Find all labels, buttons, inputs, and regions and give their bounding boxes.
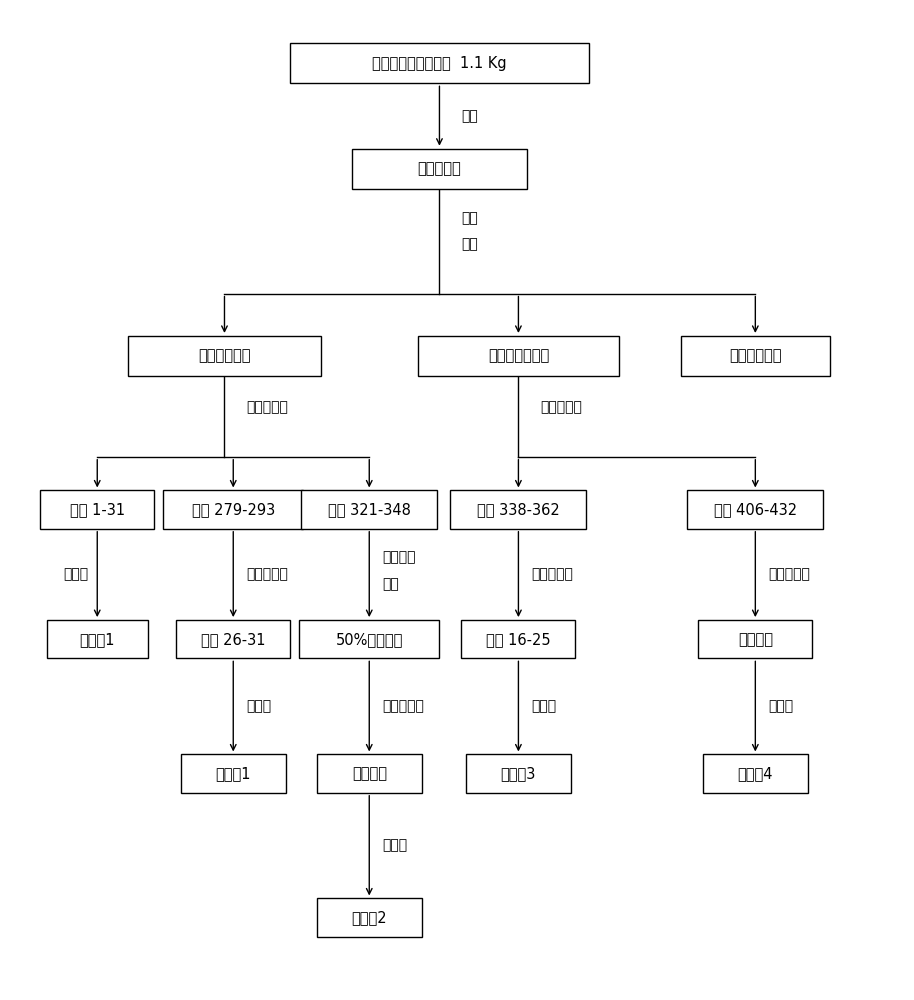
Text: 流分 338-362: 流分 338-362 [477, 502, 559, 517]
Text: 重结晶: 重结晶 [63, 567, 89, 581]
Text: 确胶柱层析: 确胶柱层析 [532, 567, 573, 581]
FancyBboxPatch shape [302, 490, 437, 529]
FancyBboxPatch shape [681, 336, 830, 376]
Text: 流分 1-31: 流分 1-31 [69, 502, 125, 517]
Text: 确胶柱层析: 确胶柱层析 [247, 567, 288, 581]
Text: 确胶柱层析: 确胶柱层析 [382, 699, 424, 713]
Text: 流分 279-293: 流分 279-293 [192, 502, 275, 517]
FancyBboxPatch shape [181, 754, 286, 793]
Text: 确胶柱层析: 确胶柱层析 [540, 400, 582, 414]
FancyBboxPatch shape [451, 490, 587, 529]
FancyBboxPatch shape [299, 620, 440, 658]
Text: 重结晶: 重结晶 [532, 699, 557, 713]
Text: 混合由1: 混合由1 [80, 632, 115, 647]
Text: 重结晶: 重结晶 [769, 699, 793, 713]
FancyBboxPatch shape [462, 620, 576, 658]
FancyBboxPatch shape [418, 336, 620, 376]
Text: 萸取: 萸取 [462, 238, 478, 252]
Text: 流分 406-432: 流分 406-432 [714, 502, 797, 517]
Text: 分散: 分散 [462, 211, 478, 225]
Text: 流分 321-348: 流分 321-348 [328, 502, 410, 517]
Text: 白色固体: 白色固体 [352, 766, 387, 781]
Text: 重结晶: 重结晶 [247, 699, 271, 713]
Text: 确胶柱层析: 确胶柱层析 [769, 567, 811, 581]
Text: 化合由1: 化合由1 [216, 766, 251, 781]
FancyBboxPatch shape [291, 43, 589, 83]
FancyBboxPatch shape [176, 620, 291, 658]
Text: 重结晶: 重结晶 [382, 839, 408, 853]
Text: 正丁醇提取物: 正丁醇提取物 [729, 349, 781, 363]
Text: 流分 26-31: 流分 26-31 [201, 632, 265, 647]
Text: 乙酸乙酯提取物: 乙酸乙酯提取物 [488, 349, 549, 363]
Text: 50%乙醇流分: 50%乙醇流分 [335, 632, 403, 647]
Text: 石油醚提取物: 石油醚提取物 [198, 349, 250, 363]
Text: 蒙药达乌里芋芭根部  1.1 Kg: 蒙药达乌里芋芭根部 1.1 Kg [372, 56, 506, 71]
Text: 化合由3: 化合由3 [501, 766, 537, 781]
FancyBboxPatch shape [40, 490, 154, 529]
FancyBboxPatch shape [698, 620, 813, 658]
FancyBboxPatch shape [47, 620, 148, 658]
Text: 层析: 层析 [382, 577, 399, 591]
Text: 聚酯胺柱: 聚酯胺柱 [382, 550, 416, 564]
FancyBboxPatch shape [687, 490, 824, 529]
FancyBboxPatch shape [352, 149, 527, 189]
FancyBboxPatch shape [703, 754, 808, 793]
FancyBboxPatch shape [128, 336, 321, 376]
FancyBboxPatch shape [316, 898, 422, 937]
FancyBboxPatch shape [466, 754, 571, 793]
FancyBboxPatch shape [163, 490, 303, 529]
FancyBboxPatch shape [316, 754, 422, 793]
Text: 化合由2: 化合由2 [352, 910, 387, 925]
Text: 流分 16-25: 流分 16-25 [486, 632, 551, 647]
Text: 醇提: 醇提 [462, 109, 478, 123]
Text: 化合由4: 化合由4 [738, 766, 773, 781]
Text: 棕黄色浸膏: 棕黄色浸膏 [418, 161, 462, 176]
Text: 确胶柱层析: 确胶柱层析 [247, 400, 288, 414]
Text: 黄色固体: 黄色固体 [738, 632, 773, 647]
